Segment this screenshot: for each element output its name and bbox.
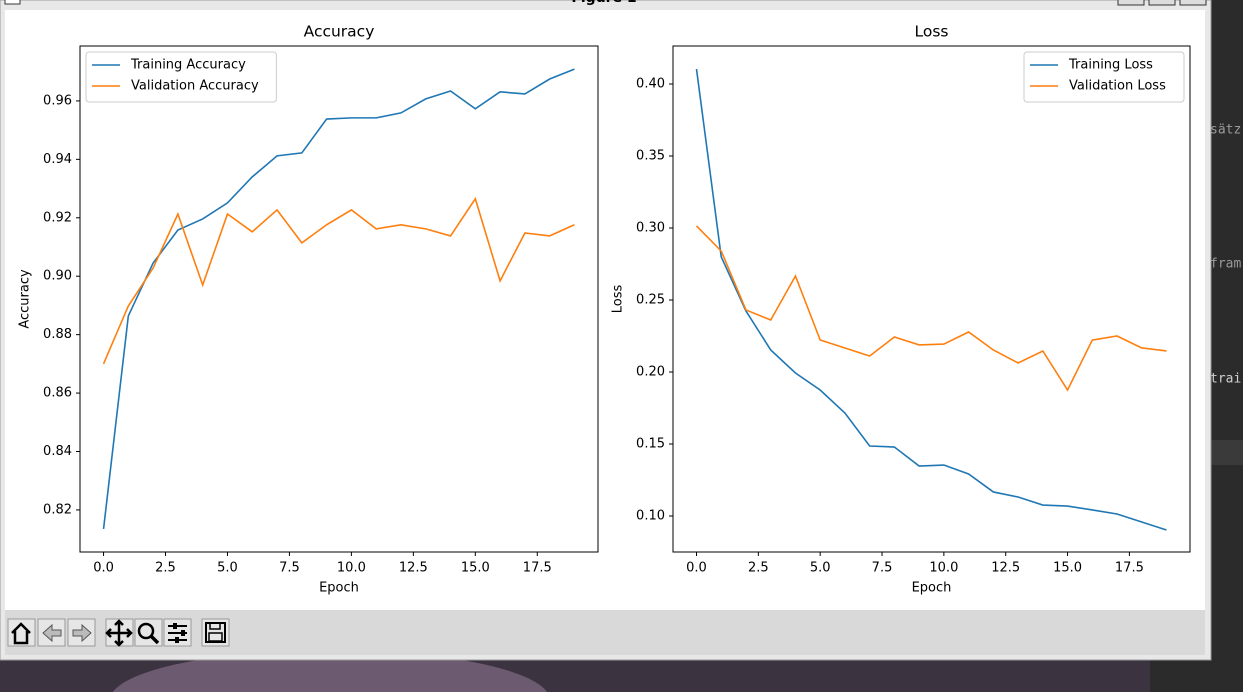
zoom-button[interactable]	[134, 618, 163, 647]
y-tick-label: 0.30	[636, 221, 665, 236]
x-tick-label: 0.0	[93, 561, 114, 576]
x-tick-label: 5.0	[217, 561, 238, 576]
x-tick-label: 12.5	[399, 561, 428, 576]
back-button[interactable]	[37, 618, 66, 647]
x-tick-label: 10.0	[337, 561, 366, 576]
x-tick-label: 7.5	[279, 561, 300, 576]
x-axis-label: Epoch	[912, 581, 952, 596]
code-fragment: sätz	[1210, 123, 1241, 138]
x-tick-label: 2.5	[155, 561, 176, 576]
x-tick-label: 0.0	[686, 561, 707, 576]
y-tick-label: 0.82	[43, 502, 72, 517]
y-tick-label: 0.86	[43, 386, 72, 401]
data-line	[695, 225, 1167, 392]
x-tick-label: 17.5	[523, 561, 552, 576]
maximize-button[interactable]	[1148, 0, 1176, 6]
y-tick-label: 0.88	[43, 327, 72, 342]
plot-frame	[672, 45, 1191, 553]
y-tick-label: 0.40	[636, 77, 665, 92]
close-button[interactable]	[1179, 0, 1207, 6]
configure-button[interactable]	[163, 618, 192, 647]
legend-label: Validation Loss	[1069, 79, 1166, 94]
y-tick-label: 0.90	[43, 269, 72, 284]
y-tick-label: 0.10	[636, 509, 665, 524]
forward-button[interactable]	[67, 618, 96, 647]
chart-title: Loss	[915, 23, 949, 41]
legend-label: Training Loss	[1068, 58, 1153, 73]
window-title: Figure 1	[571, 0, 636, 6]
legend-label: Training Accuracy	[130, 58, 246, 73]
y-tick-label: 0.25	[636, 293, 665, 308]
y-tick-label: 0.15	[636, 437, 665, 452]
code-fragment: trai	[1210, 372, 1241, 387]
webcam-figure	[112, 650, 548, 692]
x-tick-label: 17.5	[1115, 561, 1144, 576]
y-tick-label: 0.84	[43, 444, 72, 459]
legend	[1023, 51, 1185, 103]
y-tick-label: 0.92	[43, 210, 72, 225]
x-tick-label: 10.0	[929, 561, 958, 576]
x-tick-label: 2.5	[748, 561, 769, 576]
y-tick-label: 0.20	[636, 365, 665, 380]
window-menu[interactable]	[4, 0, 21, 5]
x-tick-label: 15.0	[461, 561, 490, 576]
x-tick-label: 15.0	[1053, 561, 1082, 576]
y-axis-label: Loss	[611, 285, 626, 314]
minimize-button[interactable]	[1117, 0, 1145, 6]
y-tick-label: 0.94	[43, 152, 72, 167]
chart-title: Accuracy	[304, 23, 375, 41]
figure	[5, 10, 1205, 610]
plot-frame	[79, 45, 599, 553]
x-tick-label: 12.5	[991, 561, 1020, 576]
x-axis-label: Epoch	[319, 581, 359, 596]
legend	[85, 51, 277, 103]
data-line	[102, 196, 575, 365]
y-tick-label: 0.35	[636, 149, 665, 164]
y-tick-label: 0.96	[43, 93, 72, 108]
pan-button[interactable]	[105, 618, 134, 647]
x-tick-label: 7.5	[872, 561, 893, 576]
code-fragment: fram	[1210, 257, 1241, 272]
home-button[interactable]	[7, 618, 36, 647]
data-line	[695, 68, 1167, 531]
x-tick-label: 5.0	[810, 561, 831, 576]
y-axis-label: Accuracy	[18, 269, 33, 329]
save-button[interactable]	[201, 618, 230, 647]
legend-label: Validation Accuracy	[131, 79, 259, 94]
